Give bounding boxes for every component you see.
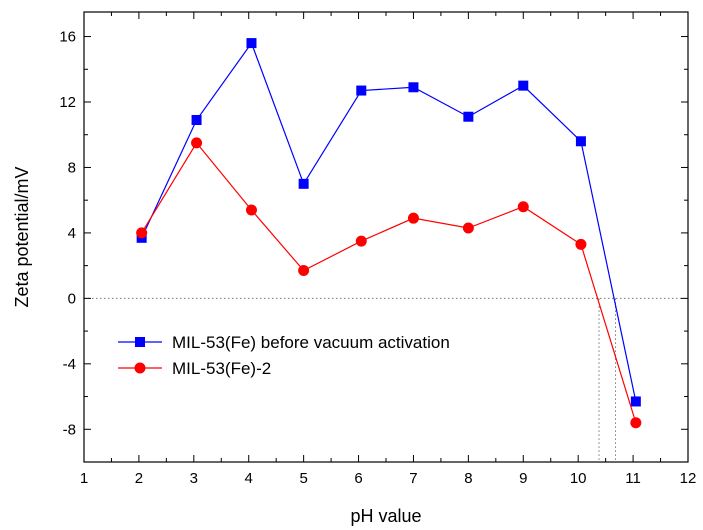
y-tick-label: 0 bbox=[68, 290, 76, 307]
x-tick-label: 3 bbox=[190, 470, 198, 487]
y-tick-label: 12 bbox=[59, 94, 76, 111]
data-point bbox=[630, 417, 642, 429]
x-tick-label: 6 bbox=[354, 470, 362, 487]
y-tick-label: -8 bbox=[63, 421, 76, 438]
series-line-1 bbox=[141, 141, 637, 423]
x-tick-label: 9 bbox=[519, 470, 527, 487]
legend-marker bbox=[135, 337, 145, 347]
reference-lines bbox=[84, 297, 688, 462]
x-tick-label: 8 bbox=[464, 470, 472, 487]
data-point bbox=[575, 136, 586, 147]
x-tick-label: 7 bbox=[409, 470, 417, 487]
y-axis-label: Zeta potential/mV bbox=[12, 166, 32, 307]
legend-entry-0: MIL-53(Fe) before vacuum activation bbox=[118, 333, 450, 352]
legend: MIL-53(Fe) before vacuum activation MIL-5… bbox=[118, 333, 450, 378]
data-point bbox=[298, 178, 309, 189]
data-point bbox=[191, 137, 203, 149]
series-line-0 bbox=[141, 41, 637, 402]
legend-entry-1: MIL-53(Fe)-2 bbox=[118, 359, 271, 378]
data-point bbox=[408, 82, 419, 93]
y-tick-label: -4 bbox=[63, 356, 76, 373]
data-point bbox=[407, 212, 419, 224]
x-tick-label: 11 bbox=[625, 470, 641, 487]
legend-label: MIL-53(Fe) before vacuum activation bbox=[172, 333, 450, 352]
x-tick-label: 4 bbox=[245, 470, 253, 487]
data-point bbox=[245, 204, 257, 216]
x-tick-label: 12 bbox=[680, 470, 697, 487]
series-layer bbox=[136, 38, 642, 429]
legend-marker bbox=[134, 362, 146, 374]
legend-label: MIL-53(Fe)-2 bbox=[172, 359, 271, 378]
series-1 bbox=[136, 137, 642, 429]
data-point bbox=[355, 235, 367, 247]
data-point bbox=[462, 222, 474, 234]
data-point bbox=[246, 38, 257, 49]
x-tick-label: 10 bbox=[570, 470, 587, 487]
data-point bbox=[191, 115, 202, 125]
data-point bbox=[575, 238, 587, 250]
y-tick-label: 4 bbox=[68, 225, 76, 242]
data-point bbox=[298, 265, 310, 277]
x-tick-label: 1 bbox=[80, 470, 88, 487]
x-axis-label: pH value bbox=[350, 506, 421, 526]
x-tick-label: 2 bbox=[135, 470, 143, 487]
series-0 bbox=[136, 38, 641, 407]
data-point bbox=[463, 111, 474, 122]
data-point bbox=[630, 396, 641, 407]
data-point bbox=[356, 85, 367, 96]
y-tick-label: 8 bbox=[68, 159, 76, 176]
data-point bbox=[517, 201, 529, 213]
data-point bbox=[518, 80, 529, 91]
y-tick-label: 16 bbox=[59, 29, 76, 46]
x-tick-label: 5 bbox=[299, 470, 307, 487]
data-point bbox=[136, 227, 148, 239]
plot-frame bbox=[83, 11, 689, 463]
